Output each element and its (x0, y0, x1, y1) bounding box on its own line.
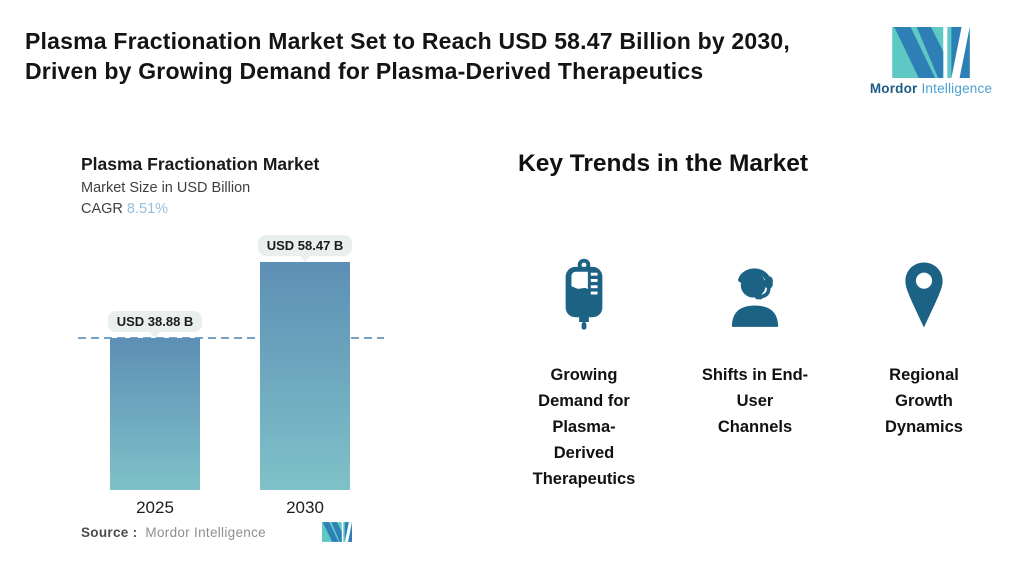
x-axis-label-2030: 2030 (286, 498, 324, 517)
cagr-value: 8.51% (126, 201, 169, 217)
trend-item-regional-growth: Regional Growth Dynamics (844, 256, 1004, 440)
trend-label-regional-growth: Regional Growth Dynamics (885, 366, 963, 436)
headset-agent-icon (675, 256, 835, 330)
trend-label-plasma-demand: Growing Demand for Plasma- Derived Therapeut… (532, 366, 636, 488)
chart-cagr: CAGR 8.51% (81, 201, 168, 217)
market-chart-panel: Plasma Fractionation Market Market Size … (78, 152, 481, 554)
value-label-pointer (149, 331, 161, 338)
brand-name-bold: Mordor (869, 81, 918, 96)
brand-wordmark: Mordor Intelligence (866, 81, 996, 96)
reference-dashed-line (78, 337, 384, 339)
bar-2030 (260, 262, 350, 490)
trend-item-end-user-channels: Shifts in End- User Channels (675, 256, 835, 440)
chart-title: Plasma Fractionation Market (81, 154, 320, 174)
source-attribution: Source : Mordor Intelligence (81, 525, 266, 540)
map-pin-icon (844, 256, 1004, 330)
value-label-2030: USD 58.47 B (257, 235, 353, 256)
mordor-intelligence-logo-icon (892, 27, 970, 78)
bar-group-2030: USD 58.47 B (257, 235, 353, 490)
trend-label-end-user-channels: Shifts in End- User Channels (701, 366, 809, 436)
page-title: Plasma Fractionation Market Set to Reach… (25, 28, 790, 84)
mordor-intelligence-small-logo-icon (322, 522, 352, 542)
cagr-label: CAGR (81, 201, 123, 217)
bar-group-2025: USD 38.88 B (107, 311, 203, 490)
brand-name-light: Intelligence (921, 81, 993, 96)
iv-bag-icon (504, 256, 664, 330)
value-label-2025: USD 38.88 B (107, 311, 203, 332)
value-label-pointer (299, 255, 311, 262)
bar-chart-plot-area: USD 38.88 B USD 58.47 B (78, 228, 481, 490)
source-label: Source : (81, 525, 138, 540)
x-axis-label-2025: 2025 (136, 498, 174, 517)
chart-subtitle: Market Size in USD Billion (81, 180, 251, 196)
brand-logo: Mordor Intelligence (866, 27, 996, 96)
bar-2025 (110, 338, 200, 490)
trend-item-plasma-demand: Growing Demand for Plasma- Derived Therapeut… (504, 256, 664, 492)
key-trends-heading: Key Trends in the Market (518, 150, 809, 177)
source-value: Mordor Intelligence (145, 525, 266, 540)
